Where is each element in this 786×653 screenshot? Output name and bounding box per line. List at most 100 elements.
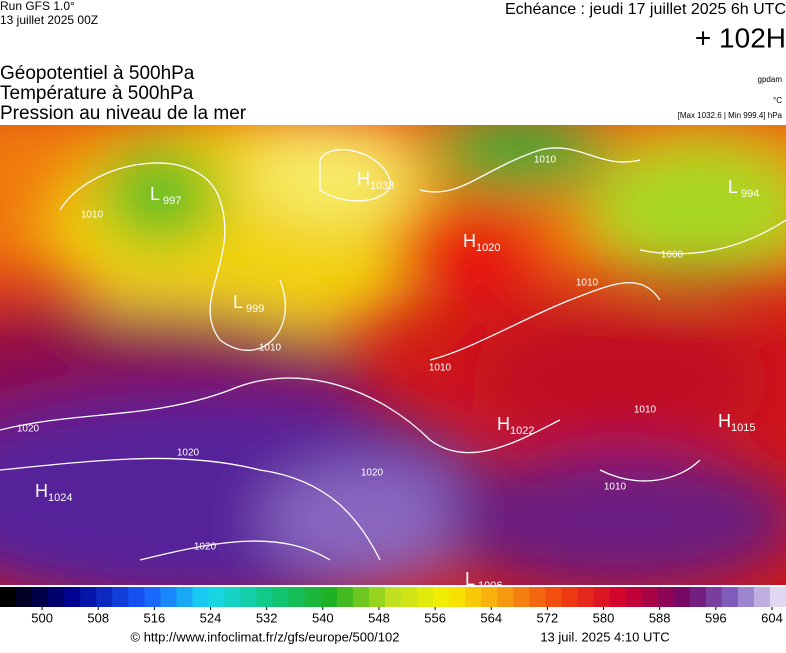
center-value: 1020 [476,242,500,254]
isobar-label: 1010 [259,343,282,354]
isobar-label: 1010 [604,482,627,493]
colorbar-swatch [16,587,33,607]
colorbar-tick-label: 556 [424,610,446,625]
colorbar-swatch [657,587,675,607]
colorbar-swatch [465,587,482,607]
center-value: 1022 [510,425,534,437]
colorbar-swatch [352,587,370,607]
colorbar-swatch [224,587,242,607]
colorbar-swatch [384,587,402,607]
footer-url: © http://www.infoclimat.fr/z/gfs/europe/… [131,629,400,644]
colorbar-swatch [208,587,226,607]
run-date: 13 juillet 2025 00Z [0,13,98,27]
unit-hpa: [Max 1032.6 | Min 999.4] hPa [678,111,783,120]
colorbar-swatch [401,587,418,607]
colorbar-swatch [160,587,177,607]
unit-celsius: °C [773,96,782,105]
colorbar-tick-label: 564 [480,610,502,625]
colorbar-swatch [144,587,161,607]
colorbar-swatch [609,587,627,607]
colorbar-swatch [256,587,274,607]
center-kind: H [463,231,476,251]
footer-timestamp: 13 juil. 2025 4:10 UTC [540,629,669,644]
colorbar-swatch [48,587,65,607]
colorbar-swatch [0,587,17,607]
colorbar-swatch [481,587,498,607]
colorbar-tick-label: 548 [368,610,390,625]
colorbar-swatch [417,587,434,607]
colorbar-swatch [320,587,338,607]
colorbar-swatch [192,587,210,607]
center-kind: L [233,292,243,312]
colorbar: 500 508 516 524 532 540 548 556 564 572 580 588 596 6… [0,587,786,625]
colorbar-swatch [272,587,290,607]
center-kind: H [718,411,731,431]
colorbar-swatch [721,587,739,607]
center-kind: L [465,569,475,589]
center-value: 999 [246,303,264,315]
isobar-label: 1020 [17,424,40,435]
colorbar-swatch [112,587,129,607]
center-value: 1015 [731,422,755,434]
center-value: 1033 [370,180,394,192]
isobar-label: 1010 [576,278,599,289]
center-kind: H [497,414,510,434]
isobar-label: 1000 [661,250,684,261]
colorbar-swatch [737,587,755,607]
isobars [0,147,786,561]
unit-gpdam: gpdam [758,75,783,84]
colorbar-swatch [304,587,322,607]
colorbar-swatch [336,587,354,607]
colorbar-tick-label: 500 [31,610,53,625]
isobar-label: 1020 [361,468,384,479]
isobar-label: 1010 [534,155,557,166]
isobar-label: 1010 [81,210,104,221]
colorbar-tick-label: 540 [312,610,334,625]
colorbar-swatch [593,587,611,607]
colorbar-tick-label: 580 [593,610,615,625]
colorbar-swatch [513,587,530,607]
colorbar-swatch [625,587,643,607]
colorbar-tick-label: 508 [87,610,109,625]
colorbar-swatch [449,587,466,607]
colorbar-tick-label: 588 [649,610,671,625]
colorbar-swatch [64,587,81,607]
colorbar-swatch [545,587,562,607]
colorbar-tick-label: 604 [761,610,783,625]
title-pressure: Pression au niveau de la mer [0,103,247,124]
colorbar-tick-label: 516 [144,610,166,625]
center-value: 994 [741,188,759,200]
colorbar-swatch [176,587,193,607]
colorbar-swatch [529,587,546,607]
colorbar-swatch [80,587,97,607]
center-kind: H [35,481,48,501]
colorbar-swatch [705,587,723,607]
center-kind: L [728,177,738,197]
colorbar-tick-label: 572 [537,610,559,625]
colorbar-swatch [288,587,306,607]
isobar-label: 1010 [429,363,452,374]
colorbar-swatch [641,587,659,607]
echeance: Echéance : jeudi 17 juillet 2025 6h UTC [505,1,786,18]
colorbar-swatch [96,587,113,607]
lead-time: + 102H [695,22,786,53]
center-value: 1024 [48,492,72,504]
isobar-label: 1010 [634,405,657,416]
colorbar-swatch [673,587,691,607]
title-temperature: Température à 500hPa [0,83,194,104]
colorbar-swatch [769,587,786,607]
colorbar-swatch [577,587,595,607]
isobar-label: 1020 [177,448,200,459]
isobar-label: 1020 [194,542,217,553]
colorbar-tick-label: 524 [200,610,222,625]
colorbar-swatch [561,587,578,607]
center-kind: L [150,184,160,204]
colorbar-swatch [753,587,771,607]
colorbar-tick-label: 596 [705,610,727,625]
run-label: Run GFS 1.0° [0,0,75,13]
colorbar-swatch [433,587,450,607]
colorbar-swatch [497,587,514,607]
